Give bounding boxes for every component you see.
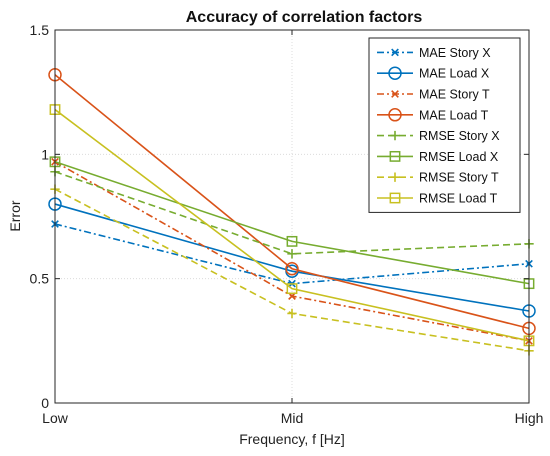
legend-label: MAE Story T <box>419 88 490 102</box>
data-point-marker <box>287 249 297 259</box>
legend-label: MAE Story X <box>419 46 491 60</box>
data-point-marker <box>388 108 402 122</box>
data-point-marker <box>285 261 299 276</box>
legend-entry: RMSE Load T <box>377 192 498 206</box>
data-point-marker <box>391 48 399 57</box>
x-tick-label: Low <box>42 410 69 426</box>
legend-label: MAE Load T <box>419 108 489 122</box>
legend-label: MAE Load X <box>419 67 490 81</box>
legend-entry: MAE Story X <box>377 46 491 60</box>
legend-entry: MAE Story T <box>377 88 490 102</box>
series-line <box>54 203 530 312</box>
x-tick-label: High <box>515 410 544 426</box>
legend-entry: RMSE Load X <box>377 150 499 164</box>
legend-label: RMSE Load T <box>419 192 498 206</box>
chart-title: Accuracy of correlation factors <box>186 9 423 26</box>
y-tick-label: 1.5 <box>30 22 50 38</box>
legend-label: RMSE Story X <box>419 129 500 143</box>
y-tick-label: 0.5 <box>30 271 50 287</box>
legend-entry: RMSE Story X <box>377 129 500 143</box>
y-tick-label: 0 <box>41 395 49 411</box>
series-line <box>54 161 530 285</box>
legend-entry: MAE Load T <box>377 108 489 122</box>
data-point-marker <box>388 66 402 80</box>
legend-entry: MAE Load X <box>377 66 490 81</box>
legend-box <box>368 37 521 213</box>
legend-label: RMSE Load X <box>419 150 499 164</box>
data-point-marker <box>389 150 401 162</box>
y-tick-label: 1 <box>41 146 49 162</box>
grid <box>55 30 529 403</box>
data-point-marker <box>286 235 298 247</box>
tick-labels: 0 0.5 1 1.5 Low Mid High <box>30 22 544 426</box>
series-line <box>54 108 530 342</box>
data-point-marker <box>391 90 399 98</box>
data-point-marker <box>286 283 298 295</box>
data-point-marker <box>287 308 297 319</box>
y-axis-label: Error <box>7 200 23 231</box>
data-point-marker <box>389 192 401 204</box>
series-line <box>54 74 530 330</box>
x-tick-label: Mid <box>281 410 304 426</box>
data-point-marker <box>390 172 400 182</box>
x-axis-label: Frequency, f [Hz] <box>239 431 345 447</box>
series-line <box>54 170 530 255</box>
data-point-marker <box>390 130 400 141</box>
legend: MAE Story X MAE Load X MAE Story T MAE Load… <box>368 37 521 213</box>
legend-entry: RMSE Story T <box>377 171 499 185</box>
legend-label: RMSE Story T <box>419 171 499 185</box>
series-group <box>48 68 536 356</box>
